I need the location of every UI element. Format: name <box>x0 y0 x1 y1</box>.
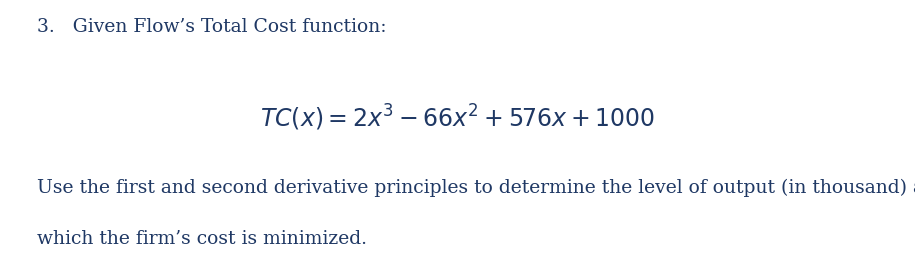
Text: which the firm’s cost is minimized.: which the firm’s cost is minimized. <box>37 230 367 248</box>
Text: Use the first and second derivative principles to determine the level of output : Use the first and second derivative prin… <box>37 179 915 197</box>
Text: $TC(x) = 2x^3 - 66x^2 + 576x + 1000$: $TC(x) = 2x^3 - 66x^2 + 576x + 1000$ <box>260 102 655 133</box>
Text: 3.   Given Flow’s Total Cost function:: 3. Given Flow’s Total Cost function: <box>37 18 386 36</box>
